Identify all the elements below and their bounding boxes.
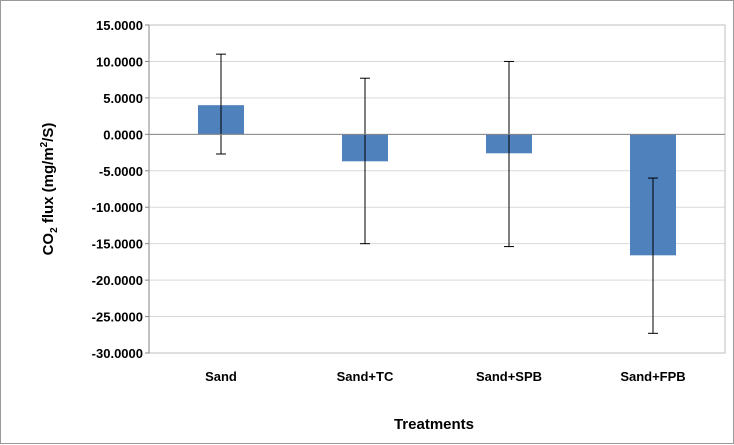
y-axis-title: CO2 flux (mg/m2/S) xyxy=(39,123,60,256)
y-axis-title-middle: flux (mg/m xyxy=(40,147,57,227)
y-tick-label: -20.0000 xyxy=(92,273,143,288)
axes xyxy=(145,24,726,354)
y-axis-title-subscript: 2 xyxy=(49,227,60,233)
y-axis-title-superscript: 2 xyxy=(39,141,50,147)
y-tick-label: 0.0000 xyxy=(103,127,143,142)
y-axis-title-prefix: CO xyxy=(40,233,57,256)
error-bars xyxy=(216,53,658,334)
y-tick-label: -10.0000 xyxy=(92,200,143,215)
y-tick-labels: 15.0000 10.0000 5.0000 0.0000 -5.0000 -10.000… xyxy=(92,18,143,361)
y-axis-title-suffix: /S) xyxy=(40,123,57,142)
y-tick-label: 5.0000 xyxy=(103,91,143,106)
x-tick-label: Sand+TC xyxy=(337,369,394,384)
y-tick-label: -5.0000 xyxy=(99,164,143,179)
x-tick-label: Sand xyxy=(205,369,237,384)
bars xyxy=(198,105,676,256)
x-tick-label: Sand+SPB xyxy=(476,369,542,384)
x-tick-labels: Sand Sand+TC Sand+SPB Sand+FPB xyxy=(205,369,686,384)
y-tick-label: -15.0000 xyxy=(92,237,143,252)
x-tick-label: Sand+FPB xyxy=(620,369,685,384)
y-tick-label: 15.0000 xyxy=(96,18,143,33)
y-tick-label: -25.0000 xyxy=(92,310,143,325)
y-tick-label: 10.0000 xyxy=(96,54,143,69)
x-axis-title: Treatments xyxy=(394,416,474,433)
y-tick-label: -30.0000 xyxy=(92,346,143,361)
